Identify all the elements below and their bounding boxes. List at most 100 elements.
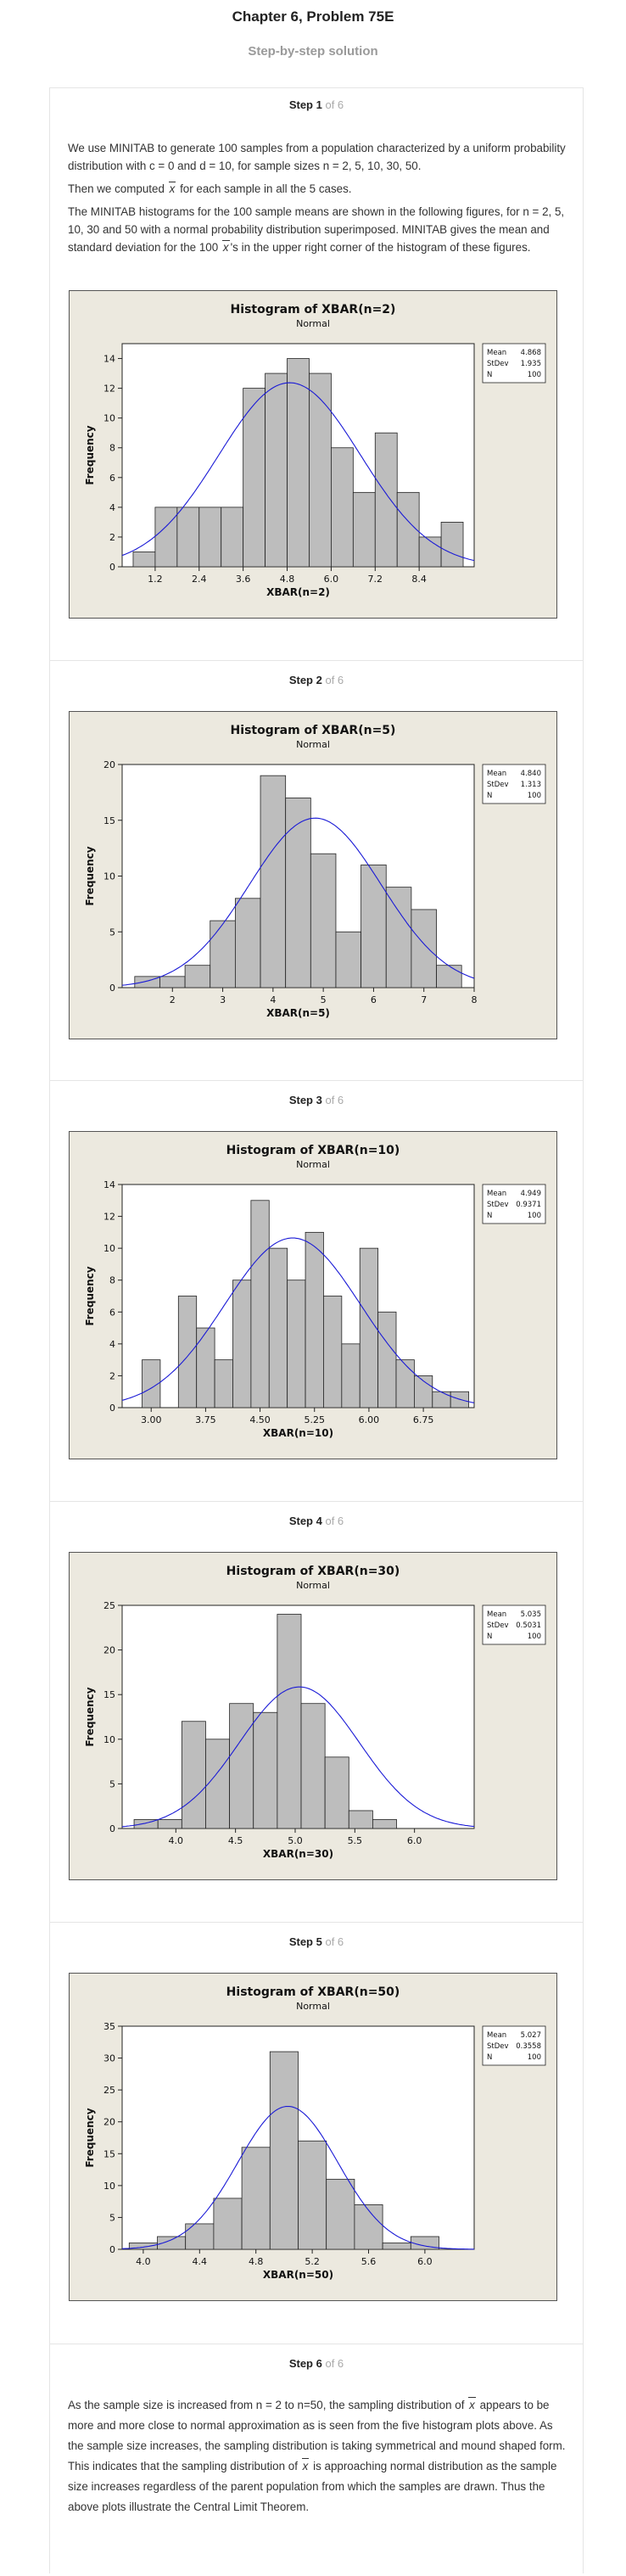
stats-label: N: [487, 792, 492, 800]
histogram-bar: [305, 1231, 324, 1408]
x-tick-label: 6.0: [417, 2256, 433, 2267]
histogram-bar: [269, 2051, 299, 2250]
y-tick-label: 25: [103, 1600, 115, 1611]
chart-subtitle: Normal: [296, 739, 330, 750]
histogram-bar: [331, 447, 354, 568]
stats-value: 4.868: [521, 349, 541, 357]
x-tick-label: 3: [220, 994, 226, 1005]
histogram-bar: [382, 2243, 411, 2250]
histogram-bar: [265, 372, 288, 568]
chart-title: Histogram of XBAR(n=2): [231, 303, 396, 316]
stats-label: StDev: [487, 1621, 509, 1630]
histogram-bar: [436, 965, 462, 988]
step-label: Step 4: [288, 1515, 322, 1527]
x-tick-label: 2.4: [192, 574, 207, 585]
x-axis-label: XBAR(n=50): [263, 2269, 333, 2281]
x-axis-label: XBAR(n=30): [263, 1848, 333, 1860]
histogram-bar: [181, 1721, 206, 1829]
normal-fit-curve: [121, 817, 475, 986]
histogram-bar: [361, 864, 387, 988]
histogram-bar: [198, 507, 222, 568]
step6-text: As the sample size is increased from n =…: [68, 2395, 568, 2523]
y-tick-label: 8: [109, 443, 115, 454]
histogram-bar: [352, 491, 376, 568]
x-tick-label: 5.6: [361, 2256, 377, 2267]
xbar-symbol: x: [221, 238, 231, 256]
histogram-bar: [348, 1810, 373, 1829]
histogram-bar: [184, 965, 211, 988]
histogram-bar: [354, 2204, 383, 2250]
histogram-bar: [310, 853, 337, 988]
step-card-2: Step 2 of 6 Histogram of XBAR(n=5) Normal…: [49, 660, 584, 1081]
histogram-panel-3: Histogram of XBAR(n=10) Normal 0 2 4 6 8 10 12 14…: [69, 1131, 557, 1459]
y-tick-label: 0: [109, 2244, 115, 2255]
histogram-bar: [411, 909, 437, 988]
chart-title: Histogram of XBAR(n=10): [226, 1144, 400, 1157]
step-label: Step 6: [288, 2357, 322, 2370]
y-tick-label: 10: [103, 413, 115, 424]
normal-fit-curve: [121, 2105, 474, 2250]
stats-label: N: [487, 371, 492, 379]
x-tick-label: 4.0: [136, 2256, 151, 2267]
stats-value: 0.9371: [516, 1201, 541, 1209]
step-card-5: Step 5 of 6 Histogram of XBAR(n=50) Norma…: [49, 1922, 584, 2344]
x-tick-label: 3.6: [236, 574, 251, 585]
x-tick-label: 1.2: [148, 574, 163, 585]
step-heading-5: Step 5 of 6: [50, 1935, 583, 1948]
step-heading-3: Step 3 of 6: [50, 1094, 583, 1106]
histogram-bar: [418, 536, 442, 568]
text-run: 's in the upper right corner of the hist…: [230, 241, 531, 254]
y-axis-label: Frequency: [84, 1687, 96, 1746]
step-card-6: Step 6 of 6 As the sample size is increa…: [49, 2344, 584, 2573]
histogram-panel-1: Histogram of XBAR(n=2) Normal 0 2 4 6 8 10 12 14 1…: [69, 290, 557, 619]
step1-paragraph-3: The MINITAB histograms for the 100 sampl…: [68, 203, 568, 256]
y-tick-label: 30: [103, 2053, 115, 2064]
xbar-symbol: x: [168, 180, 177, 198]
x-tick-label: 6.0: [324, 574, 339, 585]
x-axis-label: XBAR(n=10): [263, 1427, 333, 1439]
chart-subtitle: Normal: [296, 1580, 330, 1591]
x-tick-label: 6.00: [359, 1414, 380, 1425]
stats-label: StDev: [487, 1201, 509, 1209]
histogram-bar: [234, 898, 261, 988]
y-tick-label: 8: [109, 1275, 115, 1286]
histogram-bar: [374, 432, 398, 568]
stats-value: 100: [528, 1632, 541, 1641]
histogram-bar: [185, 2223, 215, 2250]
histogram-bar: [260, 775, 287, 988]
y-tick-label: 2: [109, 1370, 115, 1381]
step-of: of 6: [325, 1515, 344, 1527]
y-axis-label: Frequency: [84, 425, 96, 484]
step1-paragraph-2: Then we computed x for each sample in al…: [68, 180, 568, 198]
stats-label: Mean: [487, 770, 506, 778]
stats-label: N: [487, 2053, 492, 2062]
histogram-chart-n2: Histogram of XBAR(n=2) Normal 0 2 4 6 8 10 12 14 1…: [84, 303, 546, 598]
x-axis-label: XBAR(n=5): [266, 1007, 330, 1019]
x-tick-label: 4.8: [249, 2256, 264, 2267]
histogram-bar: [268, 1247, 288, 1408]
histogram-bar: [154, 507, 178, 568]
normal-fit-curve: [121, 382, 475, 562]
histogram-bar: [196, 1327, 215, 1408]
chart-subtitle: Normal: [296, 1159, 330, 1170]
histogram-chart-n5: Histogram of XBAR(n=5) Normal 0 5 10 15 20 2 3 4 5…: [84, 724, 546, 1019]
stats-legend-box: [482, 343, 546, 384]
stats-legend-box: [482, 2025, 546, 2066]
stats-label: StDev: [487, 360, 509, 368]
step-card-3: Step 3 of 6 Histogram of XBAR(n=10) Norma…: [49, 1080, 584, 1502]
chart-subtitle: Normal: [296, 318, 330, 329]
text-run: As the sample size is increased from n =…: [68, 2399, 465, 2411]
x-tick-label: 2: [170, 994, 176, 1005]
histogram-bar: [253, 1711, 278, 1829]
stats-label: Mean: [487, 1610, 506, 1619]
step-heading-1: Step 1 of 6: [50, 98, 583, 111]
step-of: of 6: [325, 1935, 344, 1948]
y-tick-label: 25: [103, 2085, 115, 2096]
y-tick-label: 20: [103, 2117, 115, 2128]
x-tick-label: 5: [321, 994, 327, 1005]
histogram-bar: [377, 1311, 397, 1408]
histogram-bar: [250, 1200, 270, 1408]
x-tick-label: 7.2: [368, 574, 383, 585]
histogram-bar: [395, 1359, 415, 1408]
y-tick-label: 14: [103, 354, 115, 365]
